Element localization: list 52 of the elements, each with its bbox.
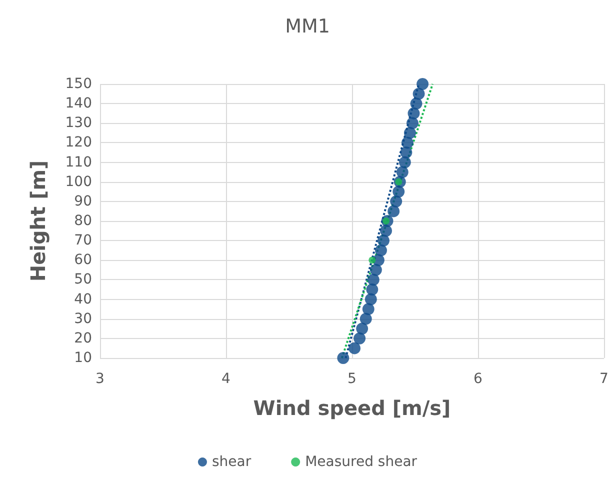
y-tick-label: 130 [65,115,92,132]
point [348,342,361,354]
point [396,166,408,178]
y-axis-title: Height [m] [26,160,50,282]
point [388,205,400,218]
point [366,284,378,296]
point [398,156,411,168]
point [390,195,402,208]
y-tick-label: 110 [65,154,92,170]
point [356,322,368,335]
point [404,126,416,139]
y-tick-label: 10 [74,350,92,366]
y-tick-label: 50 [74,272,92,288]
x-tick-label: 5 [348,371,356,387]
y-tick-label: 100 [65,174,92,190]
chart-title: MM1 [285,16,330,38]
y-tick-label: 70 [74,232,92,249]
point [370,264,382,276]
x-tick-label: 4 [222,371,231,387]
y-tick-label: 140 [65,96,92,112]
point [412,88,425,100]
x-tick-label: 7 [600,371,608,387]
y-tick-label: 80 [74,213,92,229]
y-tick-label: 20 [74,330,92,346]
x-tick-label: 6 [474,371,483,387]
point [360,312,372,325]
x-tick-label: 3 [96,371,104,387]
legend-label: shear [212,454,252,470]
y-tick-label: 60 [74,252,92,268]
point [362,303,374,316]
point [400,146,412,158]
point [380,224,392,237]
point [364,293,377,306]
point [392,186,405,198]
point [401,136,414,149]
y-tick-label: 30 [74,310,92,327]
point [337,352,350,364]
x-axis-title: Wind speed [m/s] [253,396,451,420]
y-tick-label: 150 [65,76,92,92]
point [406,117,418,130]
point [374,244,387,256]
point [367,274,380,286]
point [416,78,429,90]
point [410,98,422,110]
point [368,256,376,264]
point [408,107,420,120]
legend-label: Measured shear [305,454,418,470]
point [354,332,366,344]
y-tick-label: 120 [65,134,92,151]
y-tick-label: 90 [74,193,92,210]
y-tick-label: 40 [74,291,92,308]
point [378,234,390,247]
